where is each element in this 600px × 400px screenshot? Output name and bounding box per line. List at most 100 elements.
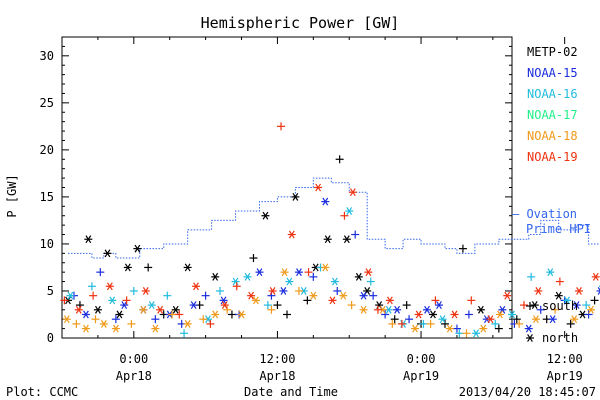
data-point [340,211,349,220]
data-point [285,277,294,286]
data-point [347,301,356,310]
data-point [438,315,447,324]
data-point [314,183,323,192]
data-point [183,319,192,328]
data-point [555,277,564,286]
data-point [450,310,459,319]
data-point [596,287,600,295]
data-point [103,249,112,258]
series-noaa-18 [62,263,595,338]
data-point [531,315,540,324]
data-point [122,296,131,305]
data-point [515,319,524,328]
data-point [584,310,593,319]
data-point [189,301,198,310]
data-point [283,310,291,319]
data-point [434,301,443,310]
data-point [498,305,507,314]
series-noaa-16 [66,207,600,338]
data-point [390,315,399,324]
data-point [141,287,150,295]
y-axis-label: P [GW] [5,174,19,217]
data-point [84,235,93,244]
x-tick-label-date: Apr18 [259,369,295,383]
data-point [536,305,545,314]
marker-legend-label: north [542,331,578,345]
x-tick-label-time: 0:00 [407,352,436,366]
data-point [303,296,312,305]
data-point [309,272,318,281]
data-point [359,291,368,300]
data-point [232,282,241,291]
data-point [445,324,454,333]
x-tick-label-time: 0:00 [119,352,148,366]
x-tick-label-date: Apr19 [547,369,583,383]
data-point [133,244,142,253]
y-tick-label: 20 [40,143,54,157]
data-point [163,291,172,300]
data-point [105,282,114,291]
x-axis-label: Date and Time [244,385,338,399]
data-point [472,329,481,338]
data-point [123,263,132,272]
data-point [279,287,288,295]
data-point [99,319,108,328]
data-point [227,310,236,319]
data-point [414,310,423,319]
data-point [563,296,572,305]
data-point [273,301,282,310]
data-point [339,291,348,300]
data-point [201,291,210,300]
data-point [321,263,330,272]
marker-south [526,302,534,310]
data-point [330,277,339,286]
data-point [572,301,581,310]
data-point [354,272,363,281]
y-tick-label: 25 [40,96,54,110]
data-point [534,287,543,295]
data-point [570,315,579,324]
data-point [524,324,533,333]
data-point [321,197,330,206]
data-point [546,268,555,277]
data-point [496,310,505,319]
data-point [247,291,256,300]
data-point [115,310,124,319]
data-point [263,301,272,310]
data-point [237,310,246,319]
data-point [304,268,313,277]
data-point [385,296,394,305]
data-point [462,329,471,338]
data-point [309,291,318,300]
data-point [335,155,344,164]
data-point [323,235,332,244]
data-point [129,286,138,295]
x-tick-label-time: 12:00 [547,352,583,366]
data-point [575,287,584,295]
data-point [402,301,411,310]
plot-frame [61,36,513,339]
data-point [591,272,600,281]
data-point [219,296,228,305]
data-point [440,319,449,328]
legend: METP-02 NOAA-15 NOAA-16 NOAA-17 NOAA-18 NOAA-… [512,45,591,345]
data-point [328,296,337,305]
legend-entry: NOAA-19 [527,150,578,164]
data-point [261,211,270,220]
data-point [586,305,595,314]
data-point [373,305,382,314]
data-point [127,319,136,328]
data-point [151,315,160,324]
footer-credit: Plot: CCMC [6,385,78,399]
series-noaa-19 [60,122,600,328]
data-point [139,305,148,314]
data-point [405,315,414,324]
data-point [397,319,406,328]
data-point [91,315,100,324]
data-point [527,272,536,281]
data-point [220,301,229,310]
data-point [348,188,357,197]
data-point [464,310,473,319]
data-point [503,291,512,300]
data-point [66,291,75,300]
